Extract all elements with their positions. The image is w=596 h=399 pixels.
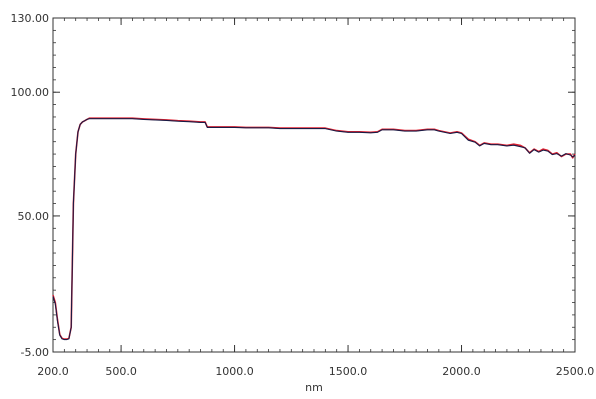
y-tick-labels: -5.00 50.00 100.00 130.00 [11,12,50,359]
x-axis-title: nm [305,381,323,394]
plot-frame [52,17,576,353]
x-tick-label: 1500.0 [329,365,368,378]
x-tick-labels: 200.0 500.0 1000.0 1500.0 2000.0 2500.0 [37,365,594,378]
y-tick-label: 100.00 [11,86,50,99]
x-tick-label: 2000.0 [442,365,481,378]
y-tick-label: 50.00 [18,210,50,223]
x-tick-label: 2500.0 [556,365,595,378]
series-line-2 [52,118,576,341]
x-tick-label: 1000.0 [215,365,254,378]
major-ticks [52,17,576,353]
y-tick-label: -5.00 [21,346,49,359]
x-tick-label: 200.0 [37,365,69,378]
y-tick-label: 130.00 [11,12,50,25]
series-group [52,117,576,341]
x-tick-label: 500.0 [105,365,137,378]
